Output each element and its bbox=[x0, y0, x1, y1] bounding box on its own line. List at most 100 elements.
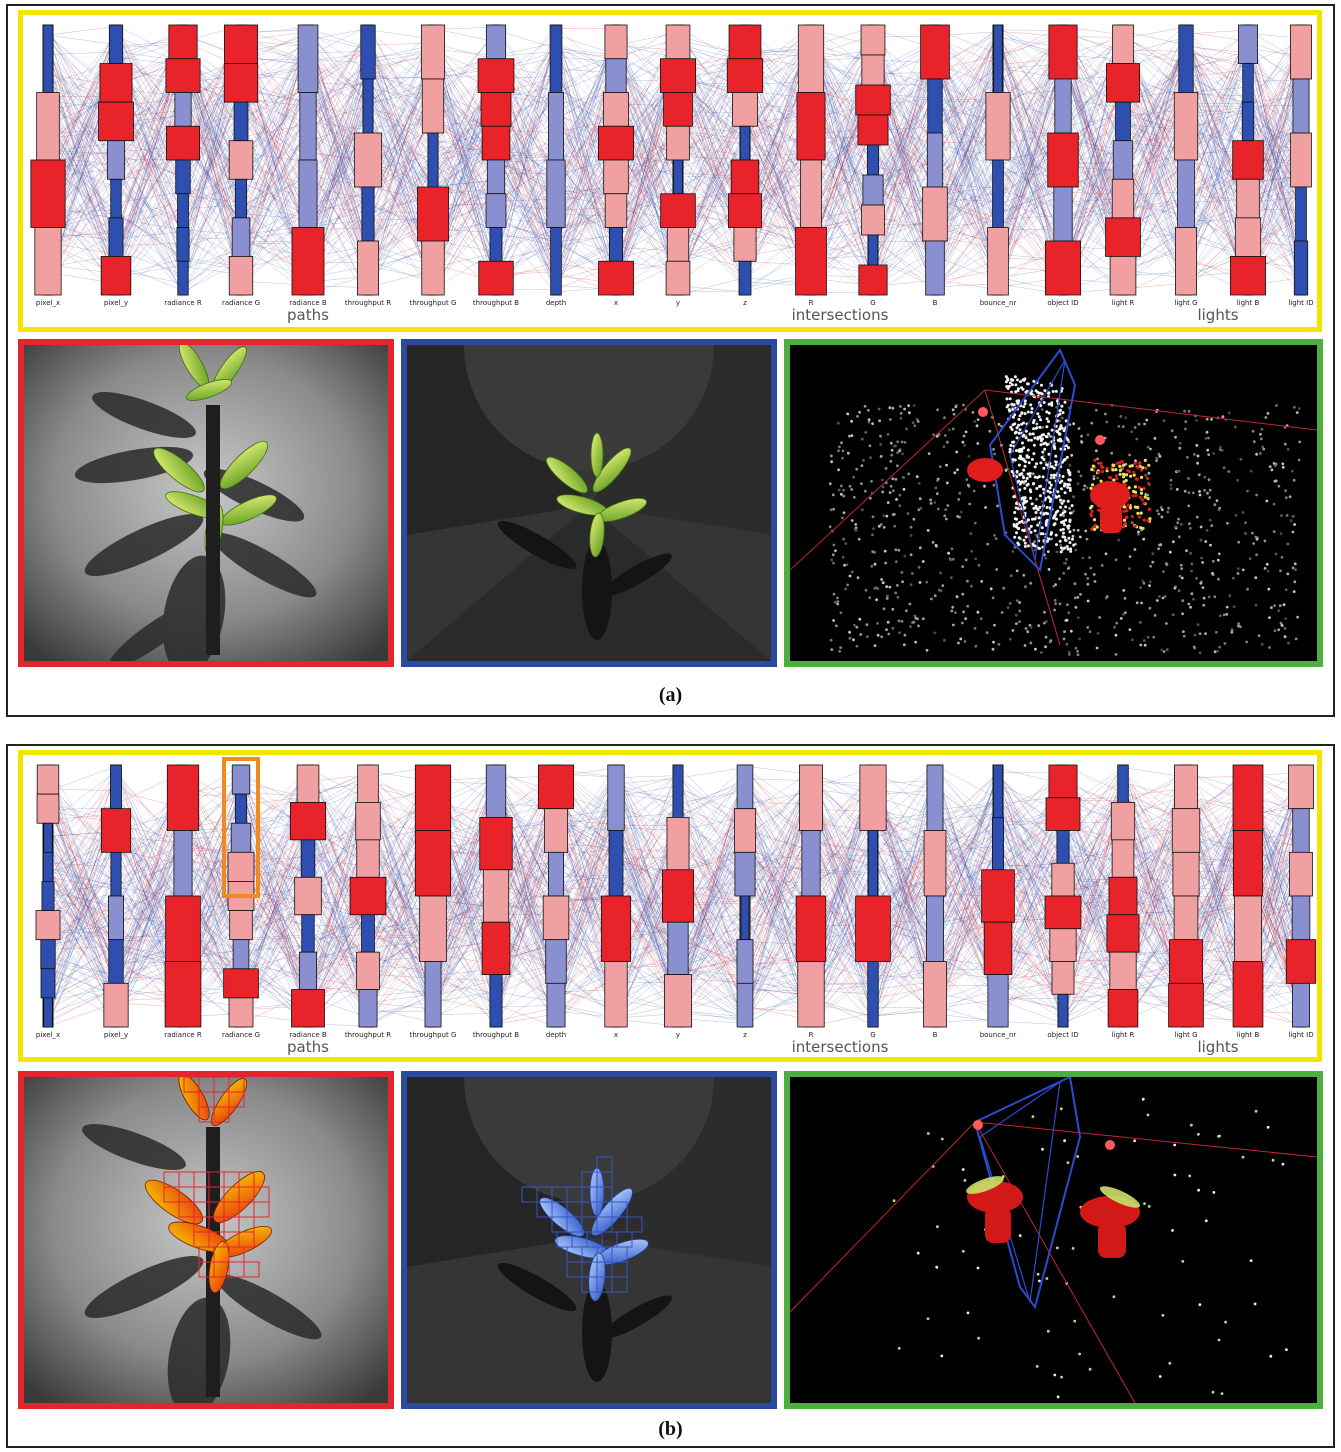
axis-9[interactable] bbox=[597, 24, 635, 296]
axis-15[interactable] bbox=[981, 764, 1015, 1028]
axis-3[interactable] bbox=[223, 24, 259, 296]
axis-label: radiance R bbox=[164, 1031, 202, 1039]
axis-7[interactable] bbox=[477, 24, 515, 296]
axis-10[interactable] bbox=[661, 764, 695, 1028]
scene-render-view[interactable] bbox=[401, 339, 777, 667]
parallel-coordinates-view[interactable]: pixel_x pixel_y radiance R radiance G radian… bbox=[18, 10, 1322, 332]
axis-13[interactable] bbox=[855, 764, 891, 1028]
plant-render-highlighted-icon bbox=[24, 1077, 388, 1403]
axis-label: throughput B bbox=[472, 1031, 520, 1039]
group-label-paths: paths bbox=[287, 1038, 329, 1056]
axis-4[interactable] bbox=[291, 24, 325, 296]
parallel-coordinates-plot[interactable] bbox=[23, 755, 1317, 1057]
rendered-image-view[interactable] bbox=[18, 1071, 394, 1409]
axis-label: light B bbox=[1236, 299, 1260, 307]
axis-1[interactable] bbox=[100, 764, 132, 1028]
axis-1[interactable] bbox=[98, 24, 134, 296]
axis-0[interactable] bbox=[30, 24, 66, 296]
axis-label: bounce_nr bbox=[979, 1031, 1017, 1039]
point-cloud-icon bbox=[790, 345, 1317, 661]
axis-2[interactable] bbox=[164, 764, 202, 1028]
axis-label: light ID bbox=[1288, 1031, 1314, 1039]
axis-label: light ID bbox=[1288, 299, 1314, 307]
axis-label: object ID bbox=[1047, 299, 1079, 307]
panel-b-caption: (b) bbox=[658, 1418, 683, 1440]
axis-label: pixel_y bbox=[103, 299, 129, 307]
axis-11[interactable] bbox=[726, 24, 764, 296]
axis-14[interactable] bbox=[920, 24, 950, 296]
panel-a-caption: (a) bbox=[658, 684, 683, 706]
axis-label: pixel_y bbox=[103, 1031, 129, 1039]
axis-13[interactable] bbox=[855, 24, 891, 296]
axis-14[interactable] bbox=[923, 764, 947, 1028]
axis-6[interactable] bbox=[417, 24, 449, 296]
axis-17[interactable] bbox=[1105, 24, 1141, 296]
axis-label: R bbox=[808, 1031, 814, 1039]
axis-label: pixel_x bbox=[35, 299, 61, 307]
axis-label: light R bbox=[1111, 299, 1135, 307]
axis-20[interactable] bbox=[1289, 24, 1313, 296]
axis-20[interactable] bbox=[1285, 764, 1317, 1028]
axis-5[interactable] bbox=[349, 764, 387, 1028]
axis-label: x bbox=[613, 299, 619, 307]
axis-label: R bbox=[808, 299, 814, 307]
axis-label: light G bbox=[1174, 1031, 1198, 1039]
axis-9[interactable] bbox=[600, 764, 632, 1028]
axis-12[interactable] bbox=[795, 764, 827, 1028]
axis-label: radiance G bbox=[221, 1031, 261, 1039]
axis-label: B bbox=[932, 299, 938, 307]
scene-render-view[interactable] bbox=[401, 1071, 777, 1409]
axis-label: G bbox=[870, 299, 876, 307]
axis-label: light B bbox=[1236, 1031, 1260, 1039]
rendered-image-view[interactable] bbox=[18, 339, 394, 667]
axis-label: bounce_nr bbox=[979, 299, 1017, 307]
axis-0[interactable] bbox=[35, 764, 61, 1028]
axis-6[interactable] bbox=[414, 764, 452, 1028]
axis-label: throughput R bbox=[344, 1031, 392, 1039]
axis-18[interactable] bbox=[1168, 764, 1204, 1028]
axis-11[interactable] bbox=[733, 764, 757, 1028]
axis-label: y bbox=[675, 299, 681, 307]
axis-2[interactable] bbox=[165, 24, 201, 296]
axis-16[interactable] bbox=[1044, 24, 1082, 296]
axis-17[interactable] bbox=[1106, 764, 1140, 1028]
axis-label: light G bbox=[1174, 299, 1198, 307]
axis-10[interactable] bbox=[659, 24, 697, 296]
figure-panel-a: pixel_x pixel_y radiance R radiance G radian… bbox=[6, 4, 1335, 717]
plant-render-icon bbox=[24, 345, 388, 661]
3d-scene-view[interactable] bbox=[784, 339, 1323, 667]
figure-panel-b: pixel_x pixel_y radiance R radiance G radian… bbox=[6, 744, 1335, 1448]
parallel-coordinates-plot[interactable] bbox=[23, 15, 1317, 327]
parallel-coordinates-view[interactable]: pixel_x pixel_y radiance R radiance G radian… bbox=[18, 750, 1322, 1062]
axis-12[interactable] bbox=[795, 24, 827, 296]
selection-brush[interactable] bbox=[222, 757, 260, 898]
axis-8[interactable] bbox=[546, 24, 566, 296]
axis-8[interactable] bbox=[537, 764, 575, 1028]
3d-scene-view[interactable] bbox=[784, 1071, 1323, 1409]
axis-label: z bbox=[743, 1031, 747, 1039]
axis-label: depth bbox=[545, 1031, 567, 1039]
axis-label: throughput G bbox=[409, 1031, 457, 1039]
axis-label: pixel_x bbox=[35, 1031, 61, 1039]
group-label-intersections: intersections bbox=[791, 306, 889, 324]
axis-label: B bbox=[932, 1031, 938, 1039]
axis-16[interactable] bbox=[1044, 764, 1082, 1028]
axis-label: object ID bbox=[1047, 1031, 1079, 1039]
group-label-paths: paths bbox=[287, 306, 329, 324]
axis-7[interactable] bbox=[479, 764, 513, 1028]
axis-label: radiance B bbox=[289, 299, 327, 307]
axis-19[interactable] bbox=[1230, 24, 1266, 296]
axis-15[interactable] bbox=[985, 24, 1011, 296]
spotlight-render-icon bbox=[407, 345, 771, 661]
axis-label: G bbox=[870, 1031, 876, 1039]
axis-5[interactable] bbox=[353, 24, 383, 296]
axis-label: throughput G bbox=[409, 299, 457, 307]
axis-label: y bbox=[675, 1031, 681, 1039]
axis-18[interactable] bbox=[1173, 24, 1199, 296]
axis-label: throughput R bbox=[344, 299, 392, 307]
axis-4[interactable] bbox=[289, 764, 327, 1028]
point-cloud-filtered-icon bbox=[790, 1077, 1317, 1403]
group-label-lights: lights bbox=[1197, 306, 1239, 324]
axis-label: radiance G bbox=[221, 299, 261, 307]
axis-19[interactable] bbox=[1232, 764, 1264, 1028]
